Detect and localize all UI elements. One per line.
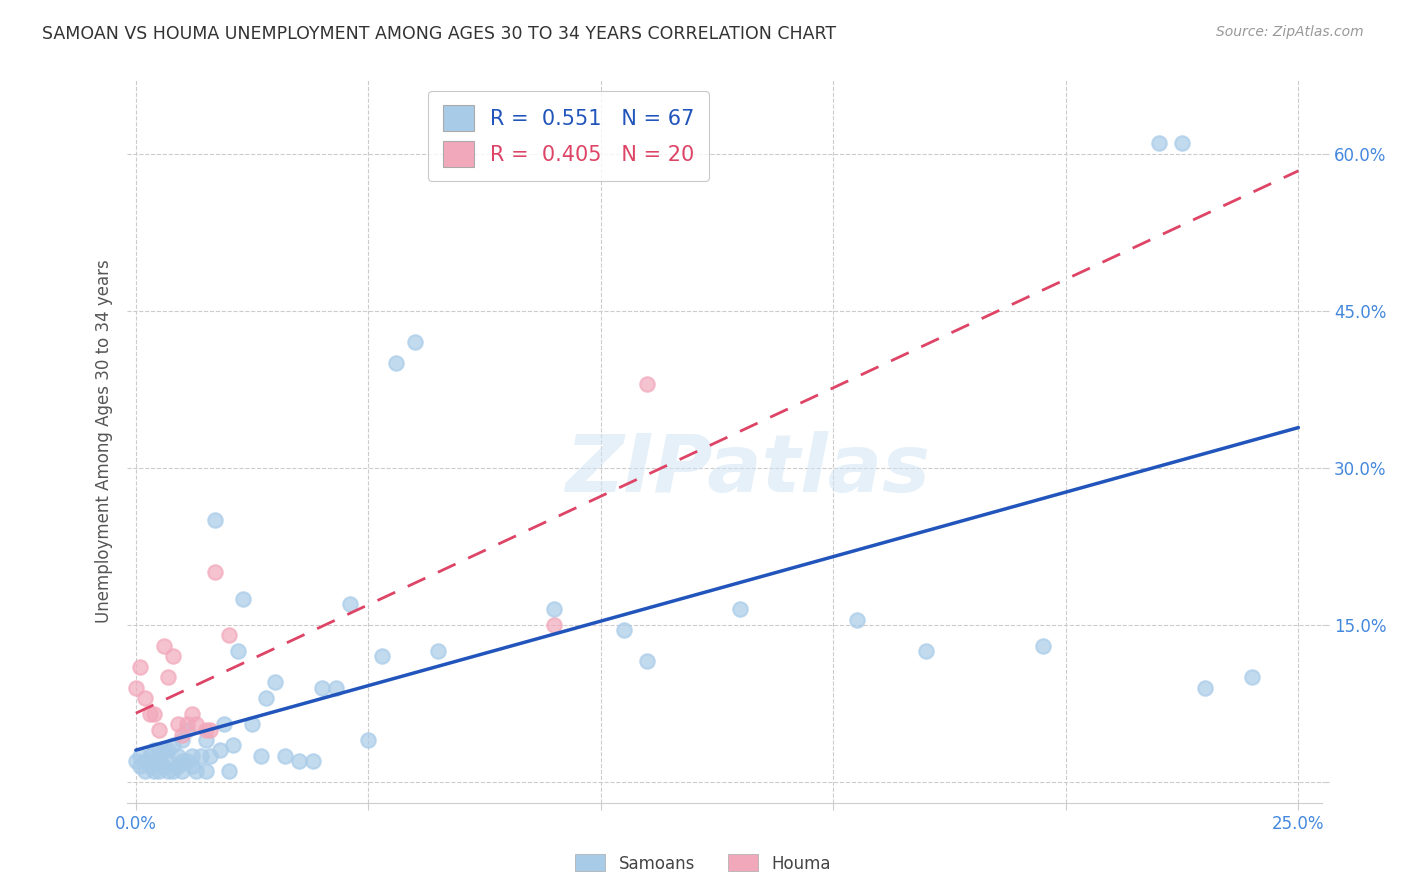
Point [208,743,231,757]
Point [254,691,277,706]
Point [543,617,565,632]
Point [157,764,180,779]
Point [157,754,180,768]
Point [172,728,194,742]
Point [273,748,295,763]
Point [218,628,240,642]
Point [226,644,249,658]
Point [152,743,174,757]
Point [222,738,245,752]
Point [176,754,198,768]
Point [172,733,194,747]
Point [166,717,188,731]
Point [845,613,868,627]
Point [204,513,226,527]
Point [143,706,166,721]
Point [1147,136,1170,150]
Point [636,655,658,669]
Point [125,681,148,695]
Point [148,764,170,779]
Point [325,681,347,695]
Point [730,602,752,616]
Point [232,591,254,606]
Point [186,764,208,779]
Point [180,748,202,763]
Point [172,764,194,779]
Point [139,706,162,721]
Point [157,670,180,684]
Point [143,743,166,757]
Point [190,748,212,763]
Point [613,623,636,637]
Point [162,764,184,779]
Point [287,754,309,768]
Point [162,649,184,664]
Legend: Samoans, Houma: Samoans, Houma [568,847,838,880]
Point [139,759,162,773]
Point [301,754,323,768]
Point [543,602,565,616]
Point [125,754,148,768]
Point [148,743,170,757]
Point [186,717,208,731]
Point [134,764,156,779]
Point [129,759,152,773]
Y-axis label: Unemployment Among Ages 30 to 34 years: Unemployment Among Ages 30 to 34 years [94,260,112,624]
Point [143,764,166,779]
Text: ZIPatlas: ZIPatlas [565,432,931,509]
Point [240,717,263,731]
Text: Source: ZipAtlas.com: Source: ZipAtlas.com [1216,25,1364,39]
Legend: R =  0.551   N = 67, R =  0.405   N = 20: R = 0.551 N = 67, R = 0.405 N = 20 [427,91,710,181]
Point [264,675,287,690]
Point [404,334,426,349]
Point [166,759,188,773]
Point [180,706,202,721]
Point [194,723,217,737]
Point [162,738,184,752]
Point [194,733,217,747]
Point [1194,681,1216,695]
Point [200,748,222,763]
Text: SAMOAN VS HOUMA UNEMPLOYMENT AMONG AGES 30 TO 34 YEARS CORRELATION CHART: SAMOAN VS HOUMA UNEMPLOYMENT AMONG AGES … [42,25,837,43]
Point [129,659,152,673]
Point [636,376,658,391]
Point [915,644,938,658]
Point [200,723,222,737]
Point [134,754,156,768]
Point [250,748,273,763]
Point [148,754,170,768]
Point [194,764,217,779]
Point [176,717,198,731]
Point [134,691,156,706]
Point [371,649,394,664]
Point [166,748,188,763]
Point [385,356,408,370]
Point [176,723,198,737]
Point [152,639,174,653]
Point [157,743,180,757]
Point [427,644,450,658]
Point [204,566,226,580]
Point [357,733,380,747]
Point [1032,639,1054,653]
Point [311,681,333,695]
Point [152,759,174,773]
Point [339,597,361,611]
Point [143,754,166,768]
Point [148,723,170,737]
Point [180,759,202,773]
Point [1240,670,1263,684]
Point [218,764,240,779]
Point [172,754,194,768]
Point [1171,136,1194,150]
Point [212,717,235,731]
Point [139,748,162,763]
Point [129,748,152,763]
